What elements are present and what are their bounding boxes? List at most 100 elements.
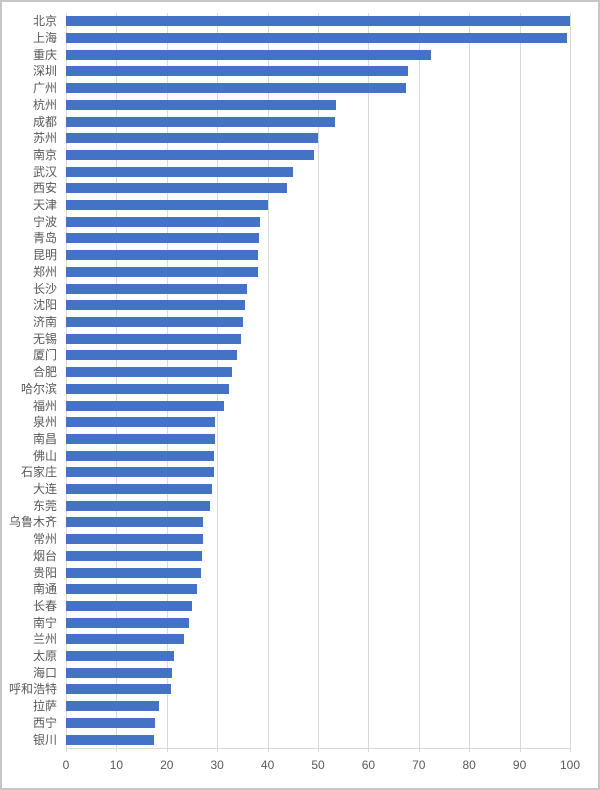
gridline-0 (66, 13, 67, 748)
category-label: 佛山 (32, 448, 57, 463)
bar-row: 西宁 (2, 715, 570, 732)
bar-track (66, 550, 570, 561)
bar (66, 33, 568, 44)
category-label: 东莞 (32, 498, 57, 513)
x-axis-line (66, 748, 571, 749)
bar (66, 417, 216, 428)
bar-row: 昆明 (2, 247, 570, 264)
bar (66, 500, 211, 511)
tick-mark-90 (519, 748, 521, 752)
x-axis-tick-labels: 0 10 20 30 40 50 60 70 80 90 100 (63, 758, 580, 778)
category-label: 银川 (32, 732, 57, 747)
category-label: 兰州 (32, 632, 57, 647)
category-label: 沈阳 (32, 298, 57, 313)
bar (66, 600, 192, 611)
category-label: 杭州 (32, 97, 57, 112)
tick-mark-40 (267, 748, 269, 752)
bar-track (66, 484, 570, 495)
bar-row: 沈阳 (2, 297, 570, 314)
category-label: 厦门 (32, 348, 57, 363)
tick-mark-50 (318, 748, 319, 752)
bar-row: 太原 (2, 648, 570, 665)
bar-track (66, 450, 570, 461)
category-label: 无锡 (32, 331, 57, 346)
bar (66, 534, 203, 545)
bar-track (66, 350, 570, 361)
bar (66, 584, 198, 595)
bar-track (66, 667, 570, 678)
bar-row: 无锡 (2, 330, 570, 347)
bar-track (66, 183, 570, 194)
bar-track (66, 634, 570, 645)
bar-track (66, 500, 570, 511)
bar-row: 烟台 (2, 548, 570, 565)
bar (66, 183, 287, 194)
category-label: 苏州 (32, 131, 57, 146)
bar-row: 苏州 (2, 130, 570, 147)
bar-row: 泉州 (2, 414, 570, 431)
bar (66, 667, 172, 678)
bar-row: 海口 (2, 664, 570, 681)
category-label: 青岛 (32, 231, 57, 246)
bar-row: 青岛 (2, 230, 570, 247)
x-tick-label: 100 (559, 758, 581, 772)
gridline-40 (267, 13, 269, 748)
bar (66, 550, 203, 561)
gridline-10 (116, 13, 118, 748)
category-label: 济南 (32, 315, 57, 329)
bar-track (66, 467, 570, 478)
bar (66, 717, 155, 728)
bar-track (66, 584, 570, 595)
bar-row: 天津 (2, 197, 570, 214)
x-tick-label: 40 (260, 758, 275, 772)
gridline-50 (318, 13, 319, 748)
bar-track (66, 651, 570, 662)
x-tick-label: 60 (361, 758, 376, 772)
bar-track (66, 567, 570, 578)
category-label: 南昌 (32, 431, 57, 446)
bar (66, 266, 258, 277)
bar (66, 367, 232, 378)
bar-row: 郑州 (2, 264, 570, 281)
bar-track (66, 66, 570, 77)
tick-mark-100 (570, 748, 571, 752)
category-label: 太原 (32, 649, 57, 664)
x-tick-label: 90 (512, 758, 527, 772)
bar-row: 深圳 (2, 63, 570, 80)
bar-track (66, 333, 570, 344)
tick-mark-70 (418, 748, 420, 752)
tick-mark-0 (66, 748, 67, 752)
bar (66, 99, 337, 110)
bar-track (66, 400, 570, 411)
category-label: 大连 (32, 482, 57, 497)
bar-row: 东莞 (2, 497, 570, 514)
bar (66, 350, 237, 361)
bar (66, 166, 293, 177)
category-label: 南京 (32, 147, 57, 162)
bar-track (66, 600, 570, 611)
category-label: 呼和浩特 (8, 682, 57, 697)
bar-track (66, 517, 570, 528)
gridline-80 (469, 13, 471, 748)
bar-row: 南昌 (2, 431, 570, 448)
x-tick-label: 80 (462, 758, 476, 772)
gridlines (66, 13, 571, 752)
gridline-90 (519, 13, 521, 748)
bar-row: 厦门 (2, 347, 570, 364)
tick-mark-80 (469, 748, 471, 752)
bar (66, 200, 268, 211)
bar-row: 常州 (2, 531, 570, 548)
category-label: 成都 (32, 114, 57, 129)
bar-track (66, 701, 570, 712)
bar-row: 成都 (2, 113, 570, 130)
bar-row: 大连 (2, 481, 570, 498)
bar-row: 乌鲁木齐 (2, 514, 570, 531)
bar-track (66, 433, 570, 444)
tick-mark-10 (116, 748, 118, 752)
bar-track (66, 133, 570, 144)
category-label: 郑州 (32, 264, 57, 279)
bar-row: 南京 (2, 147, 570, 164)
bar-track (66, 266, 570, 277)
bar (66, 517, 204, 528)
